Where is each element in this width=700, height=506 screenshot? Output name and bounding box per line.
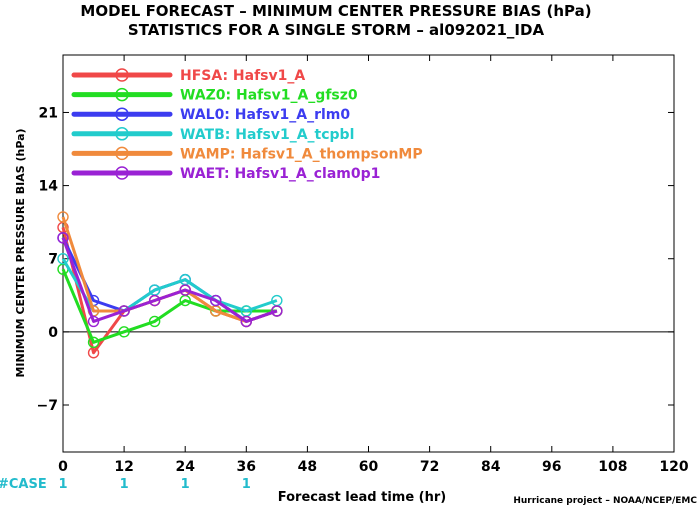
y-tick-label: −7 (37, 398, 58, 414)
case-count: 1 (120, 477, 129, 492)
data-point (87, 336, 100, 349)
x-tick-label: 72 (420, 459, 439, 475)
x-axis-label: Forecast lead time (hr) (278, 490, 446, 505)
series-layer (57, 211, 283, 359)
case-count: 1 (181, 477, 190, 492)
data-point (87, 315, 100, 328)
data-point (240, 315, 253, 328)
legend-label: HFSA: Hafsv1_A (180, 68, 305, 84)
chart-subtitle: STATISTICS FOR A SINGLE STORM – al092021… (128, 21, 545, 39)
series-line (61, 257, 278, 313)
legend-marker (115, 127, 129, 141)
legend-marker (115, 146, 129, 161)
credit-text: Hurricane project – NOAA/NCEP/EMC (513, 496, 697, 506)
x-tick-label: 60 (359, 459, 379, 475)
data-point (57, 232, 69, 244)
x-axis-ticks: 0 12 24 36 48 60 72 84 96 108 120 (58, 55, 689, 475)
legend-marker (115, 166, 129, 180)
case-label: #CASE (0, 477, 47, 492)
data-point (118, 305, 130, 317)
plot-area: −7 0 7 14 21 0 12 24 36 48 60 72 84 96 108 120 HFSA: H… (37, 54, 689, 475)
x-tick-label: 36 (237, 459, 256, 475)
x-tick-label: 12 (114, 459, 133, 475)
data-point (118, 326, 130, 338)
data-point (148, 294, 161, 307)
x-tick-label: 0 (58, 459, 68, 475)
series-line (61, 227, 278, 355)
data-point (210, 294, 222, 307)
case-count: 1 (58, 477, 67, 492)
y-tick-label: 7 (48, 252, 58, 268)
x-tick-label: 84 (481, 459, 501, 475)
data-point (179, 284, 191, 296)
legend-marker (115, 87, 129, 102)
legend-marker (115, 107, 129, 121)
y-axis-ticks: −7 0 7 14 21 (37, 105, 674, 414)
x-tick-label: 24 (175, 459, 195, 475)
x-tick-label: 108 (598, 459, 627, 475)
legend-label: WATB: Hafsv1_A_tcpbl (180, 127, 354, 143)
data-point (57, 211, 69, 223)
legend-marker (115, 68, 129, 82)
x-tick-label: 48 (298, 459, 317, 475)
legend-label: WAL0: Hafsv1_A_rlm0 (180, 107, 350, 123)
legend-label: WAET: Hafsv1_A_clam0p1 (180, 166, 380, 182)
legend-label: WAZ0: Hafsv1_A_gfsz0 (180, 88, 358, 104)
chart-title: MODEL FORECAST – MINIMUM CENTER PRESSURE… (80, 2, 591, 20)
data-point (57, 253, 69, 265)
y-axis-label: MINIMUM CENTER PRESSURE BIAS (hPa) (14, 128, 27, 377)
case-count: 1 (242, 477, 251, 492)
y-tick-label: 21 (39, 105, 58, 121)
legend-label: WAMP: Hafsv1_A_thompsonMP (180, 146, 423, 162)
x-tick-label: 96 (542, 459, 561, 475)
y-tick-label: 0 (48, 325, 58, 341)
data-point (148, 315, 161, 328)
legend: HFSA: Hafsv1_A WAZ0: Hafsv1_A_gfsz0 WAL0: … (71, 68, 423, 182)
case-counts: 1 1 1 1 (58, 477, 250, 492)
x-tick-label: 120 (659, 459, 688, 475)
series-5 (57, 232, 283, 328)
data-point (271, 305, 283, 317)
y-tick-label: 14 (39, 179, 59, 195)
